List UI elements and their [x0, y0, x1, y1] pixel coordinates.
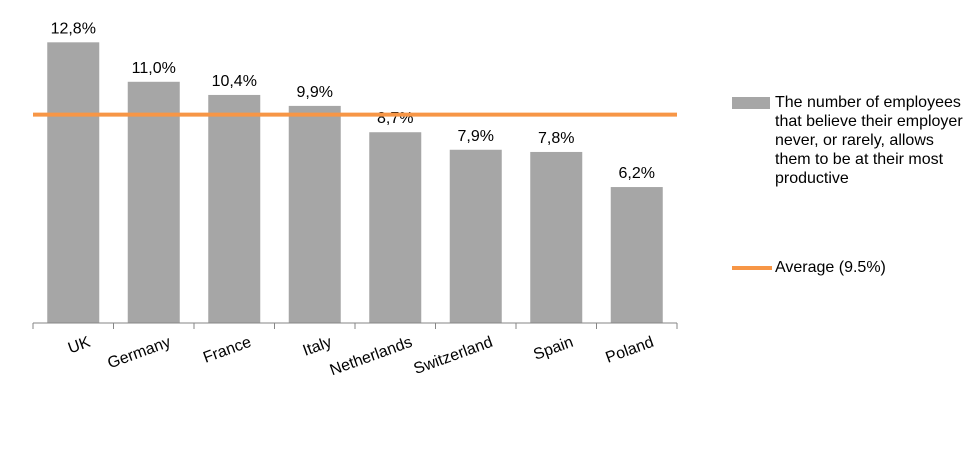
bar [449, 149, 502, 323]
x-tick-label: France [201, 334, 254, 367]
bar [369, 132, 422, 323]
value-label: 9,9% [297, 84, 333, 101]
value-label: 12,8% [51, 20, 96, 37]
x-tick-label: Poland [603, 334, 656, 367]
legend-label: Average (9.5%) [775, 259, 886, 276]
bar [610, 187, 663, 323]
legend-label: The number of employees that believe the… [775, 94, 963, 187]
bar [208, 94, 261, 323]
bar [127, 81, 180, 324]
x-tick-label: Switzerland [412, 334, 496, 378]
bar [47, 42, 100, 324]
value-label: 10,4% [212, 73, 257, 90]
value-label: 11,0% [132, 60, 176, 77]
x-tick-label: Netherlands [328, 334, 415, 379]
value-label: 7,9% [458, 128, 494, 145]
x-tick-label: UK [66, 334, 93, 358]
legend-swatch [732, 97, 770, 109]
value-label: 7,8% [538, 130, 574, 147]
bar [530, 151, 583, 323]
x-tick-label: Spain [531, 334, 575, 364]
value-label: 6,2% [619, 165, 655, 182]
x-tick-label: Italy [301, 334, 334, 360]
x-tick-label: Germany [105, 334, 173, 372]
bar [288, 105, 341, 324]
